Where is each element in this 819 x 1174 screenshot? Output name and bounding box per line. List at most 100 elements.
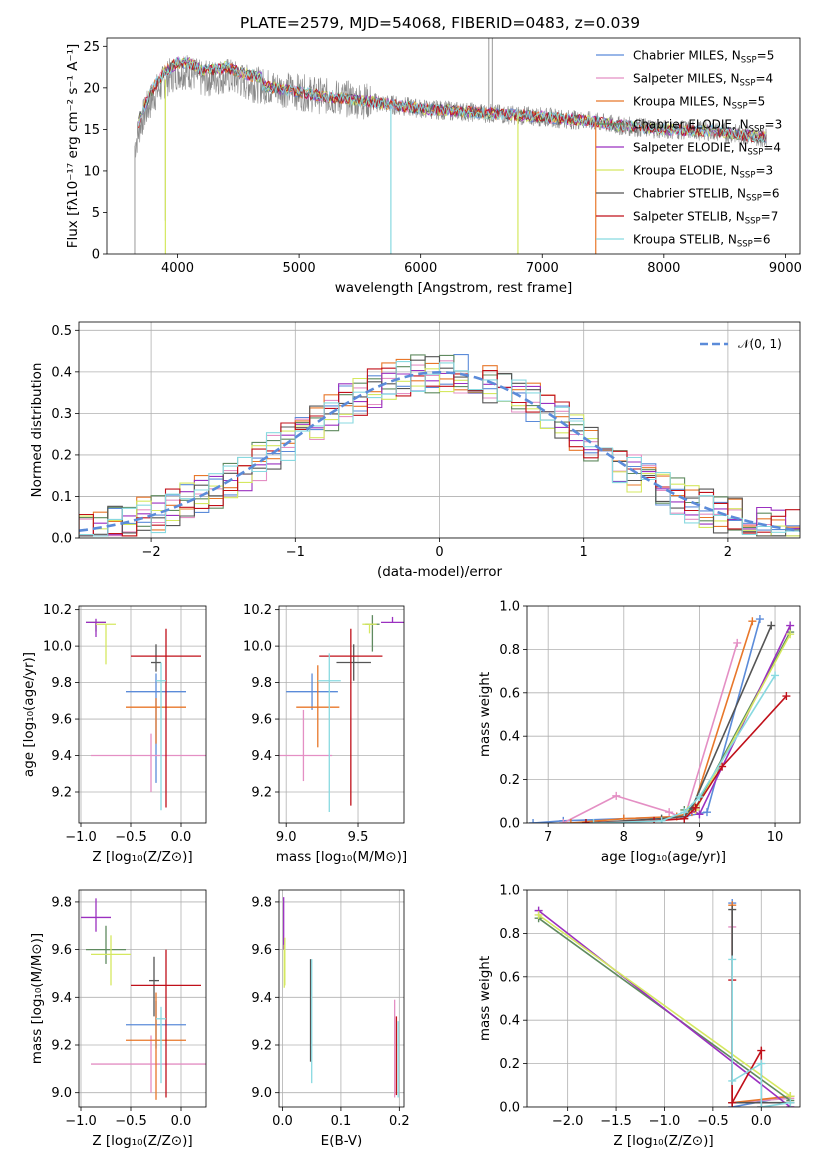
weight-marker (782, 692, 791, 701)
weight-marker (771, 671, 780, 680)
x-tick-label: −2 (142, 545, 161, 560)
x-tick-label: −0.5 (697, 1114, 729, 1129)
y-tick-label: 1.0 (499, 884, 520, 899)
x-tick-label: 9000 (769, 261, 802, 276)
legend-label: Chabrier ELODIE, NSSP=3 (633, 118, 782, 135)
weight-marker (695, 810, 704, 819)
y-tick-label: 0.6 (499, 970, 520, 985)
x-tick-label: 0.0 (272, 1114, 293, 1129)
axes-frame (526, 605, 801, 824)
weight-marker (665, 808, 674, 817)
weight-marker (786, 621, 795, 630)
x-axis-label: Z [log₁₀(Z/Z⊙)] (613, 1133, 713, 1149)
plot-area-mass_vs_ebv (279, 890, 404, 1107)
x-tick-label: 0.1 (331, 1114, 352, 1129)
x-tick-label: 4000 (161, 261, 194, 276)
x-axis-label: Z [log₁₀(Z/Z⊙)] (92, 849, 192, 865)
y-tick-label: 9.8 (251, 676, 272, 691)
legend-label: Kroupa MILES, NSSP=5 (633, 95, 765, 112)
x-tick-label: 2 (724, 545, 732, 560)
x-tick-label: 0.2 (389, 1114, 410, 1129)
weight-marker (733, 638, 742, 647)
axes-frame (78, 321, 801, 539)
plot-area-residuals (79, 322, 800, 538)
y-tick-label: 0.0 (499, 1101, 520, 1116)
legend-label: Salpeter ELODIE, NSSP=4 (633, 141, 781, 158)
x-tick-label: 7000 (526, 261, 559, 276)
y-tick-label: 0.4 (51, 365, 72, 380)
weight-line (585, 695, 787, 823)
model-spectrum-line (138, 55, 767, 144)
x-tick-label: 0 (435, 545, 443, 560)
y-tick-label: 1.0 (499, 600, 520, 615)
y-tick-label: 10.0 (243, 640, 272, 655)
y-tick-label: 0.8 (499, 643, 520, 658)
y-tick-label: 10.0 (43, 640, 72, 655)
y-tick-label: 9.4 (51, 749, 72, 764)
y-tick-label: 25 (83, 40, 100, 55)
axes-frame (106, 37, 801, 255)
weight-line (570, 620, 754, 823)
y-tick-label: 0 (92, 248, 100, 263)
x-tick-label: 9 (695, 830, 703, 845)
y-tick-label: 9.4 (251, 749, 272, 764)
plot-area-mass_vs_Z (79, 890, 206, 1107)
y-tick-label: 0.4 (499, 1014, 520, 1029)
weight-line (731, 980, 763, 1107)
weight-marker (718, 762, 727, 771)
axes-frame (78, 889, 207, 1108)
weight-marker (786, 630, 795, 639)
x-tick-label: 7 (544, 830, 552, 845)
legend-label: Salpeter STELIB, NSSP=7 (633, 210, 778, 227)
weight-marker (767, 621, 776, 630)
y-tick-label: 9.4 (251, 991, 272, 1006)
weight-marker (702, 808, 711, 817)
x-axis-label: (data-model)/error (377, 564, 503, 580)
x-axis-label: age [log₁₀(age/yr)] (601, 849, 726, 865)
y-tick-label: 20 (83, 81, 100, 96)
y-tick-label: 9.0 (51, 1086, 72, 1101)
weight-marker (728, 955, 737, 964)
x-tick-label: −1.0 (65, 830, 97, 845)
y-tick-label: 9.2 (251, 786, 272, 801)
weight-marker (559, 819, 568, 823)
x-tick-label: 9.5 (348, 830, 369, 845)
weight-marker (757, 1103, 766, 1107)
plot-area-weight_vs_age (527, 606, 800, 823)
weight-marker (695, 792, 704, 801)
y-tick-label: 9.2 (51, 1039, 72, 1054)
y-tick-label: 10 (83, 164, 100, 179)
y-axis-label: mass [log₁₀(M/M⊙)] (29, 933, 45, 1064)
weight-marker (581, 819, 590, 823)
y-tick-label: 10.2 (43, 603, 72, 618)
legend-label: 𝒩(0, 1) (738, 337, 782, 351)
x-tick-label: −1.5 (600, 1114, 632, 1129)
y-tick-label: 0.2 (51, 448, 72, 463)
x-tick-label: −1.0 (65, 1114, 97, 1129)
axes-frame (278, 605, 405, 824)
y-tick-label: 0.5 (51, 324, 72, 339)
y-axis-label: mass weight (477, 672, 493, 757)
weight-marker (757, 1046, 766, 1055)
x-axis-label: mass [log₁₀(M/M⊙)] (276, 849, 407, 865)
y-tick-label: 9.4 (51, 991, 72, 1006)
x-tick-label: −0.5 (115, 830, 147, 845)
y-axis-label: Flux [fλ10⁻¹⁷ erg cm⁻² s⁻¹ A⁻¹] (65, 44, 81, 249)
y-tick-label: 0.4 (499, 730, 520, 745)
y-tick-label: 9.8 (51, 895, 72, 910)
y-axis-label: mass weight (477, 956, 493, 1041)
y-tick-label: 9.8 (51, 676, 72, 691)
y-tick-label: 9.2 (251, 1039, 272, 1054)
y-tick-label: 0.2 (499, 1057, 520, 1072)
x-tick-label: 8 (620, 830, 628, 845)
legend-label: Chabrier MILES, NSSP=5 (633, 49, 774, 66)
weight-marker (534, 910, 543, 919)
x-tick-label: 0.0 (171, 830, 192, 845)
weight-marker (728, 905, 737, 914)
histogram-series (79, 367, 800, 538)
axes-frame (278, 889, 405, 1108)
y-tick-label: 0.1 (51, 490, 72, 505)
weight-marker (612, 791, 621, 800)
weight-marker (680, 808, 689, 817)
